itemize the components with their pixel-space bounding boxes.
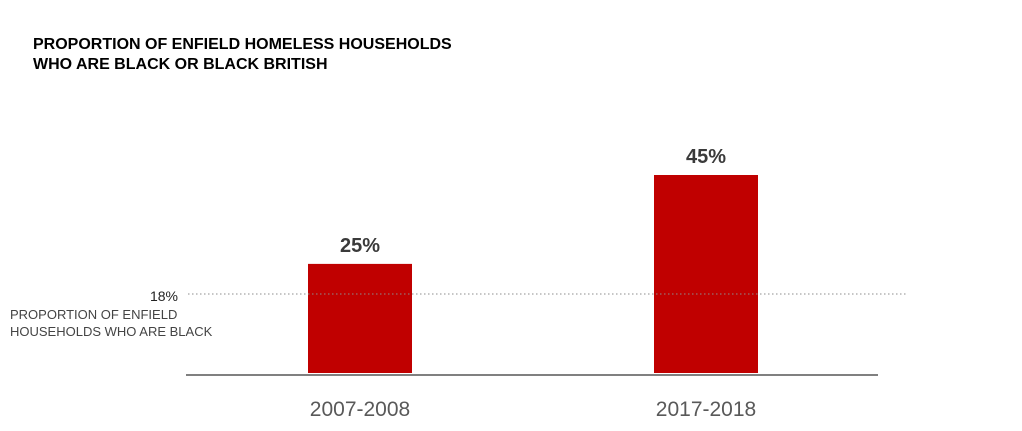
data-label-2017-2018: 45% bbox=[686, 146, 726, 168]
chart-title-line-1: PROPORTION OF ENFIELD HOMELESS HOUSEHOLD… bbox=[33, 36, 452, 53]
chart-title-line-2: WHO ARE BLACK OR BLACK BRITISH bbox=[33, 56, 328, 73]
data-label-2007-2008: 25% bbox=[340, 235, 380, 257]
reference-line-label: PROPORTION OF ENFIELD HOUSEHOLDS WHO ARE… bbox=[10, 306, 212, 340]
reference-line-label-line-1: PROPORTION OF ENFIELD bbox=[10, 307, 178, 322]
x-tick-label-2007-2008: 2007-2008 bbox=[310, 398, 410, 421]
reference-line-value: 18% bbox=[149, 288, 178, 304]
reference-line-label-line-2: HOUSEHOLDS WHO ARE BLACK bbox=[10, 324, 213, 339]
chart-title: PROPORTION OF ENFIELD HOMELESS HOUSEHOLD… bbox=[33, 35, 452, 75]
bar-2017-2018 bbox=[652, 173, 760, 375]
bar-2007-2008 bbox=[306, 261, 414, 375]
x-tick-label-2017-2018: 2017-2018 bbox=[656, 398, 756, 421]
